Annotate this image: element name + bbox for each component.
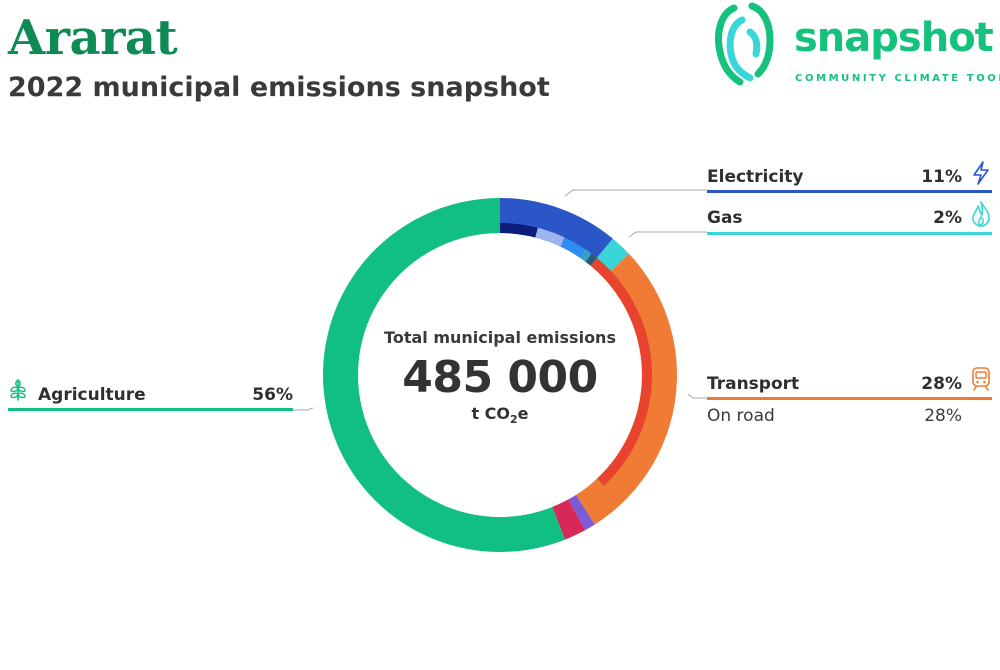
snapshot-logo: snapshot COMMUNITY CLIMATE TOOL bbox=[712, 0, 1000, 90]
inner-ring bbox=[500, 223, 652, 486]
electricity-pct: 11% bbox=[921, 167, 962, 187]
gas-underline bbox=[707, 232, 992, 235]
plant-icon bbox=[10, 379, 26, 401]
transport-pct: 28% bbox=[921, 374, 962, 394]
outer-slice-transport bbox=[576, 253, 677, 525]
logo-wordmark: snapshot bbox=[794, 15, 994, 61]
total-label: Total municipal emissions bbox=[384, 328, 616, 347]
unit-suffix: e bbox=[517, 404, 529, 423]
electricity-underline bbox=[707, 190, 992, 193]
total-unit: t CO2e bbox=[360, 404, 640, 426]
gas-label: Gas bbox=[707, 208, 743, 228]
inner-slice-5 bbox=[585, 253, 597, 266]
inner-slice-1 bbox=[500, 223, 538, 238]
gas-pct: 2% bbox=[933, 208, 962, 228]
outer-slice-agriculture bbox=[322, 198, 566, 553]
outer-ring bbox=[322, 198, 677, 553]
electricity-label: Electricity bbox=[707, 167, 804, 187]
train-icon bbox=[972, 367, 990, 391]
inner-slice-4 bbox=[579, 249, 592, 262]
total-value: 485 000 bbox=[402, 352, 598, 403]
agriculture-leader-line bbox=[293, 407, 314, 411]
flame-icon bbox=[972, 201, 990, 227]
outer-slice-segment-4 bbox=[568, 494, 595, 531]
agriculture-underline bbox=[8, 408, 293, 411]
outer-slice-electricity bbox=[500, 198, 613, 266]
transport-leader-line bbox=[687, 393, 707, 399]
page-subtitle: 2022 municipal emissions snapshot bbox=[8, 72, 550, 103]
fingerprint-icon bbox=[715, 2, 774, 86]
transport-underline bbox=[707, 397, 992, 400]
inner-slice-3 bbox=[560, 237, 586, 258]
page-title: Ararat bbox=[8, 10, 178, 66]
inner-slice-6 bbox=[590, 257, 652, 486]
leader-lines bbox=[293, 189, 707, 411]
unit-subscript: 2 bbox=[510, 413, 518, 427]
unit-prefix: t CO bbox=[471, 404, 511, 423]
on-road-label: On road bbox=[707, 406, 775, 426]
outer-slice-segment-5 bbox=[552, 499, 586, 540]
logo-tagline: COMMUNITY CLIMATE TOOL bbox=[795, 73, 1000, 84]
lightning-icon bbox=[973, 161, 989, 185]
agriculture-label: Agriculture bbox=[38, 385, 146, 405]
agriculture-pct: 56% bbox=[252, 385, 293, 405]
on-road-pct: 28% bbox=[924, 406, 962, 426]
inner-slice-2 bbox=[535, 227, 565, 247]
gas-leader-line bbox=[628, 231, 707, 238]
electricity-leader-line bbox=[564, 189, 707, 197]
transport-label: Transport bbox=[707, 374, 800, 394]
